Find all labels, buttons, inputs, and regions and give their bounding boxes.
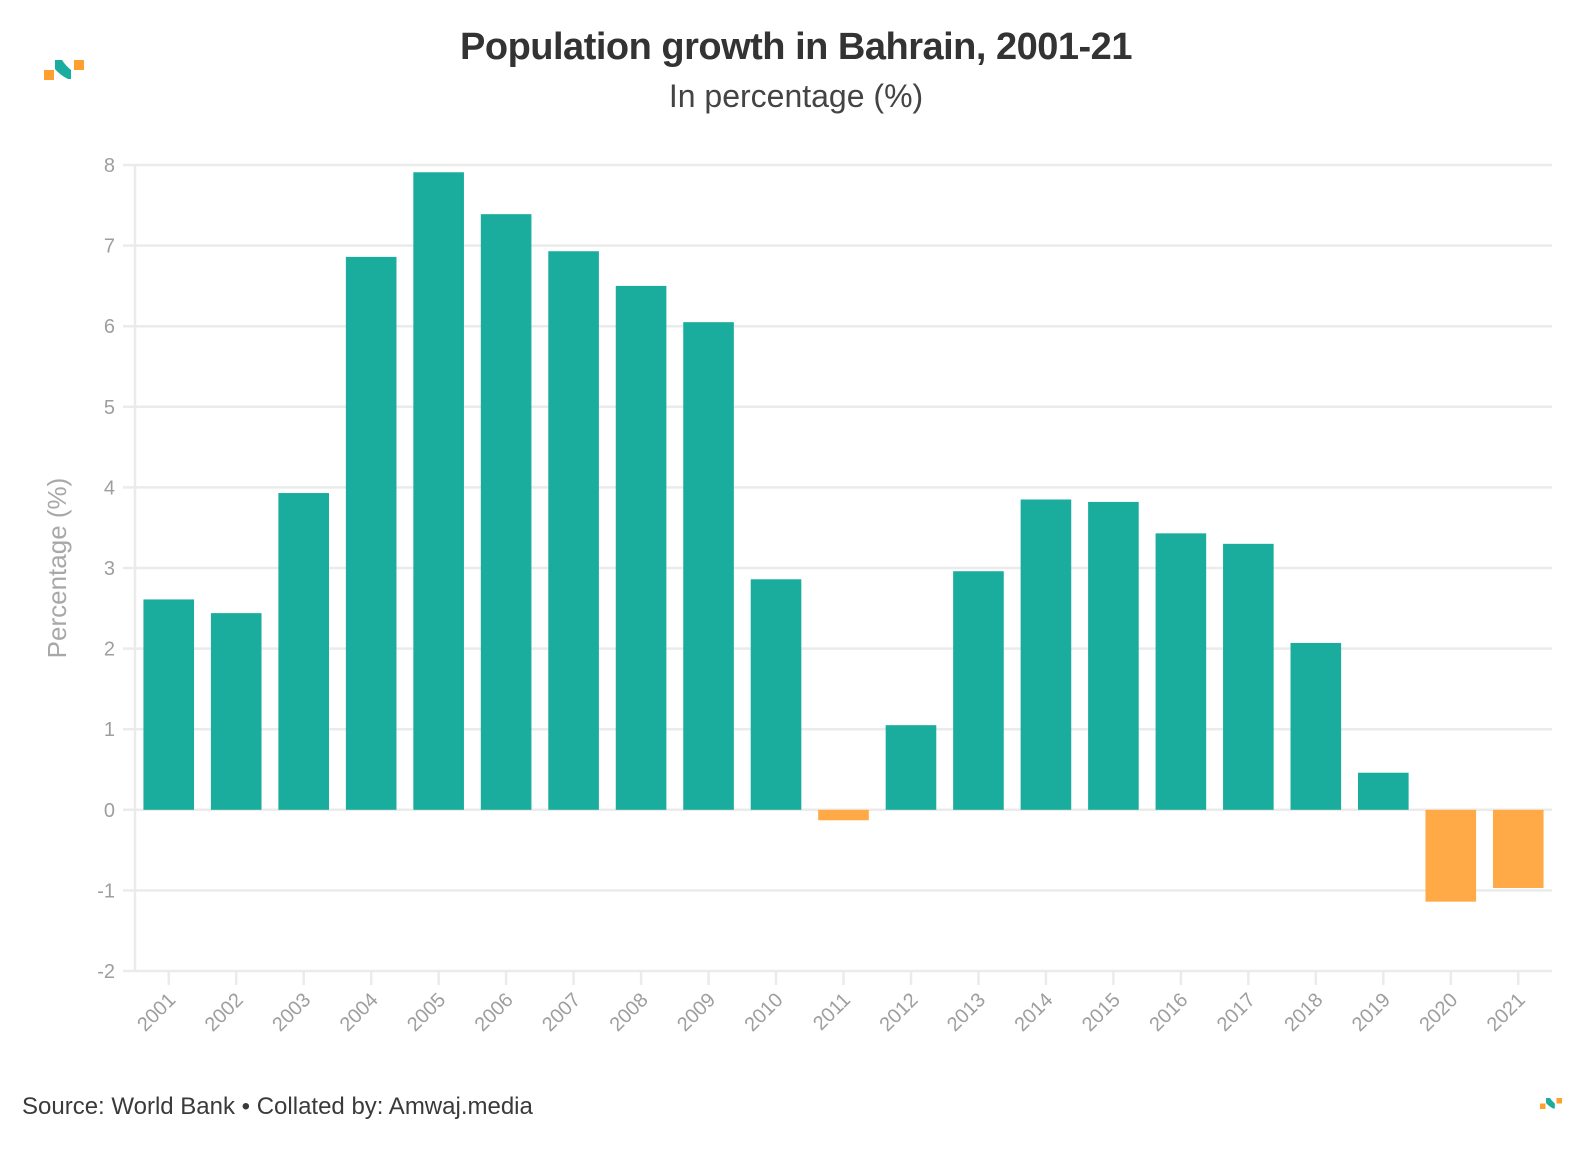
bar-2001[interactable] <box>143 599 195 810</box>
bar-2010[interactable] <box>750 579 802 810</box>
x-axis-ticks: 2001 2002 2003 2004 2005 2006 2007 2008 2009 2010… <box>133 971 1530 1036</box>
x-tick-label: 2019 <box>1348 989 1395 1036</box>
y-tick-label: 5 <box>104 397 115 419</box>
x-tick-label: 2003 <box>268 989 315 1036</box>
chart-title: Population growth in Bahrain, 2001-21 <box>460 26 1132 68</box>
bar-2004[interactable] <box>345 256 397 810</box>
x-tick-label: 2015 <box>1078 989 1125 1036</box>
bar-2003[interactable] <box>278 493 329 810</box>
bar-2015[interactable] <box>1088 501 1139 810</box>
bar-2018[interactable] <box>1290 642 1342 810</box>
x-tick-label: 2013 <box>943 989 990 1036</box>
y-tick-label: 8 <box>104 155 115 177</box>
x-tick-label: 2021 <box>1483 989 1530 1036</box>
brand-logo-top <box>44 60 84 80</box>
source-credit: Source: World Bank • Collated by: Amwaj.… <box>22 1093 533 1120</box>
bar-2020[interactable] <box>1425 809 1477 902</box>
bar-2016[interactable] <box>1155 533 1207 810</box>
x-tick-label: 2006 <box>471 989 518 1036</box>
bars <box>143 172 1544 902</box>
x-tick-label: 2020 <box>1415 989 1462 1036</box>
y-tick-label: 6 <box>104 316 115 338</box>
chart-subtitle: In percentage (%) <box>668 78 924 114</box>
bar-2005[interactable] <box>413 172 464 810</box>
y-tick-label: 0 <box>104 800 115 822</box>
y-tick-label: 2 <box>104 639 115 661</box>
brand-logo-bottom <box>1540 1096 1562 1109</box>
x-tick-label: 2010 <box>741 989 788 1036</box>
amwaj-logo-icon <box>44 60 84 80</box>
y-tick-label: 3 <box>104 558 115 580</box>
bar-2021[interactable] <box>1492 809 1544 888</box>
bar-2009[interactable] <box>683 322 734 810</box>
x-tick-label: 2005 <box>403 989 450 1036</box>
bar-2014[interactable] <box>1020 499 1072 810</box>
x-tick-label: 2011 <box>809 989 855 1035</box>
x-tick-label: 2007 <box>538 989 585 1036</box>
bar-2011[interactable] <box>818 809 869 821</box>
bar-2013[interactable] <box>953 571 1004 810</box>
y-tick-label: 1 <box>104 719 115 741</box>
x-tick-label: 2012 <box>875 989 922 1036</box>
y-tick-label: 7 <box>104 236 115 258</box>
x-tick-label: 2001 <box>133 989 180 1036</box>
bar-2006[interactable] <box>480 214 532 810</box>
bar-2007[interactable] <box>548 251 599 810</box>
y-tick-label: 4 <box>104 477 115 499</box>
x-tick-label: 2016 <box>1145 989 1192 1036</box>
x-tick-label: 2009 <box>673 989 720 1036</box>
x-tick-label: 2014 <box>1010 989 1057 1036</box>
y-axis-title: Percentage (%) <box>42 478 72 659</box>
x-tick-label: 2002 <box>201 989 248 1036</box>
y-tick-label: -1 <box>97 880 115 902</box>
y-tick-label: -2 <box>97 961 115 983</box>
x-tick-label: 2017 <box>1213 989 1260 1036</box>
x-tick-label: 2004 <box>336 989 383 1036</box>
bar-2012[interactable] <box>885 725 937 810</box>
bar-2002[interactable] <box>210 613 262 810</box>
x-tick-label: 2018 <box>1280 989 1327 1036</box>
gridlines <box>123 163 1552 973</box>
bar-2008[interactable] <box>615 285 667 810</box>
y-axis-ticks: -2 -1 0 1 2 3 4 5 6 7 8 <box>97 155 115 983</box>
bar-2017[interactable] <box>1223 543 1274 810</box>
amwaj-logo-icon <box>1540 1098 1562 1109</box>
bar-2019[interactable] <box>1358 772 1409 810</box>
x-tick-label: 2008 <box>606 989 653 1036</box>
